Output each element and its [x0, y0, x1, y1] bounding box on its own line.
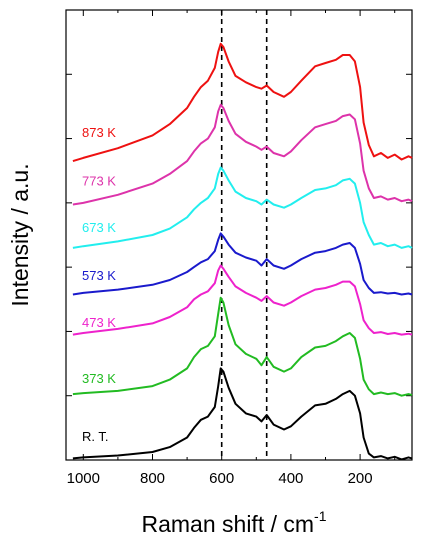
series-label: 873 K	[82, 125, 116, 140]
series-group	[72, 42, 413, 461]
plot-frame	[65, 9, 413, 461]
x-axis-title-text: Raman shift / cm	[142, 511, 315, 537]
series-labels: R. T. 373 K 473 K 573 K 673 K 773 K 873 K	[82, 125, 116, 444]
x-tick-label: 800	[140, 470, 165, 487]
series-label: 373 K	[82, 371, 116, 386]
spectrum-line	[72, 264, 413, 336]
x-axis-title: Raman shift / cm-1	[142, 508, 327, 537]
x-tick-label: 600	[209, 470, 234, 487]
y-ticks	[66, 73, 412, 397]
series-label: 673 K	[82, 220, 116, 235]
series-label: 473 K	[82, 315, 116, 330]
spectrum-line	[72, 103, 413, 206]
series-label: 573 K	[82, 268, 116, 283]
x-axis-title-superscript: -1	[314, 508, 327, 524]
spectrum-line	[72, 42, 413, 163]
reference-lines	[220, 10, 268, 460]
y-axis-title: Intensity / a.u.	[7, 163, 33, 306]
spectrum-line	[72, 232, 413, 296]
spectrum-line	[72, 367, 413, 461]
x-tick-label: 200	[348, 470, 373, 487]
series-label: R. T.	[82, 429, 109, 444]
spectrum-line	[72, 296, 413, 397]
spectrum-line	[72, 166, 413, 249]
x-tick-label: 400	[278, 470, 303, 487]
series-label: 773 K	[82, 173, 116, 188]
x-tick-label: 1000	[67, 470, 100, 487]
